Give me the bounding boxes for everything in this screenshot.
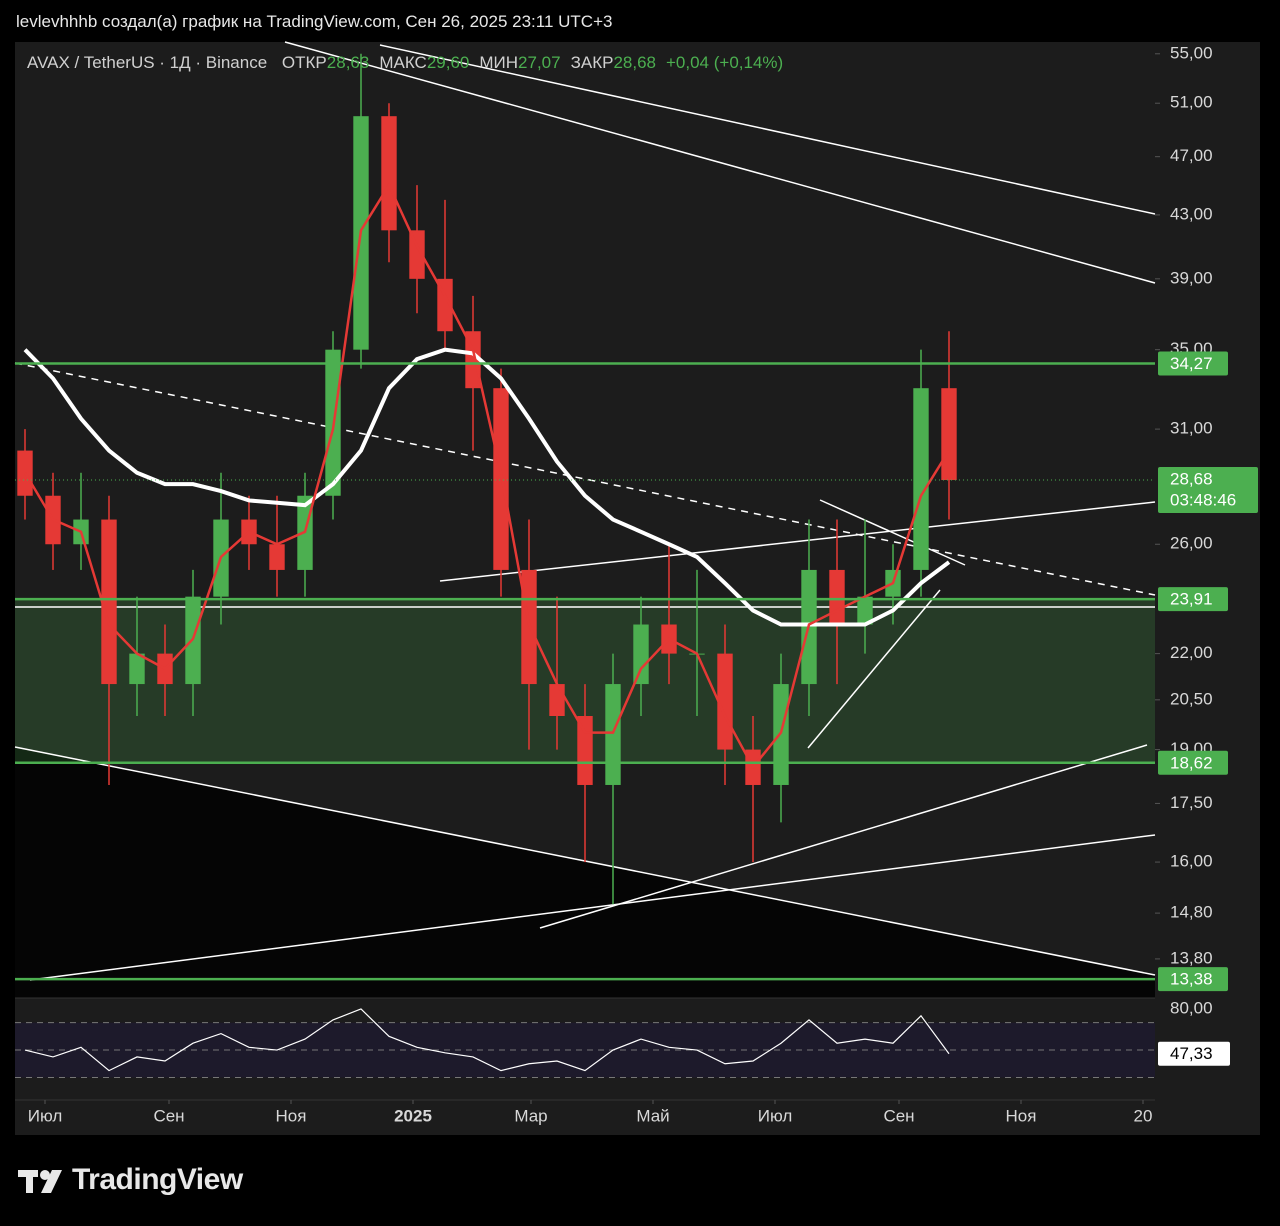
trend-line [284, 41, 1156, 284]
symbol: AVAX / TetherUS · 1Д · Binance [27, 53, 268, 72]
candle-body [829, 569, 845, 625]
price-tag [1158, 587, 1228, 612]
stat-value: 28,63 [326, 53, 370, 72]
moving-average [23, 347, 951, 627]
trend-line [29, 834, 1156, 981]
price-tag-label: 34,27 [1170, 354, 1213, 373]
x-tick-label: Ноя [1006, 1106, 1037, 1125]
candle-body [465, 331, 481, 389]
x-tick-label: Ноя [276, 1106, 307, 1125]
x-tick-label: 2025 [394, 1106, 432, 1125]
candle-body [913, 388, 929, 570]
price-tag [1158, 750, 1228, 775]
y-tick-label: 22,00 [1170, 643, 1213, 662]
candle-body [941, 388, 957, 481]
trend-line [819, 499, 966, 566]
price-tag-label: 18,62 [1170, 753, 1213, 772]
candle-body [633, 624, 649, 685]
candle-body [409, 230, 425, 279]
candle-body [269, 544, 285, 570]
candle-body [101, 519, 117, 685]
candle-body [577, 716, 593, 785]
y-tick-label: 26,00 [1170, 534, 1213, 553]
trend-line [439, 501, 1156, 582]
dark-region [15, 747, 1155, 998]
x-tick-label: Июл [28, 1106, 63, 1125]
stat-name: ЗАКР [570, 53, 614, 72]
rsi-tag [1158, 1041, 1230, 1066]
current-price-label: 28,68 [1170, 470, 1213, 489]
candle-body [605, 684, 621, 785]
price-tag-label: 23,91 [1170, 590, 1213, 609]
y-tick-label: 39,00 [1170, 268, 1213, 287]
y-tick-label: 17,50 [1170, 793, 1213, 812]
y-tick-label: 55,00 [1170, 43, 1213, 62]
candle-body [381, 116, 397, 231]
rsi-tick-label: 80,00 [1170, 998, 1213, 1017]
candle-body [857, 596, 873, 625]
stat-name: МИН [479, 53, 519, 72]
logo-shape [26, 1170, 33, 1193]
y-tick-label: 47,00 [1170, 146, 1213, 165]
trend-line [379, 44, 1156, 215]
x-tick-label: Июл [758, 1106, 793, 1125]
attribution: levlevhhhb создал(а) график на TradingVi… [16, 12, 613, 31]
change: +0,04 (+0,14%) [666, 53, 784, 72]
countdown: 03:48:46 [1170, 491, 1236, 510]
y-tick-label: 16,00 [1170, 852, 1213, 871]
logo: TradingView [72, 1163, 243, 1196]
stat-value: 28,68 [613, 53, 656, 72]
stat-name: МАКС [379, 53, 427, 72]
logo-icon [18, 1170, 62, 1193]
price-tag [1158, 967, 1228, 992]
y-tick-label: 20,50 [1170, 689, 1213, 708]
trend-line [807, 589, 941, 749]
y-tick-label: 13,80 [1170, 948, 1213, 967]
candle-body [129, 653, 145, 685]
rsi-line [24, 1008, 950, 1072]
price-tag [1158, 467, 1258, 514]
candle-body [437, 278, 453, 332]
x-tick-label: Май [636, 1106, 669, 1125]
candle-body [549, 684, 565, 717]
x-tick-label: 20 [1134, 1106, 1153, 1125]
x-tick-label: Сен [153, 1106, 184, 1125]
stat-value: 29,60 [426, 53, 470, 72]
price-tag [1158, 351, 1228, 376]
y-tick-label: 43,00 [1170, 204, 1213, 223]
moving-average [23, 182, 951, 770]
price-tag-label: 13,38 [1170, 970, 1213, 989]
stat-value: 27,07 [518, 53, 561, 72]
logo-shape [40, 1170, 50, 1180]
trend-line [539, 744, 1148, 929]
rsi-tag-label: 47,33 [1170, 1044, 1213, 1063]
y-tick-label: 31,00 [1170, 419, 1213, 438]
y-tick-label: 51,00 [1170, 93, 1213, 112]
x-tick-label: Мар [514, 1106, 547, 1125]
y-tick-label: 14,80 [1170, 903, 1213, 922]
symbol-legend: AVAX / TetherUS · 1Д · Binance ОТКР28,63… [27, 53, 783, 73]
x-tick-label: Сен [883, 1106, 914, 1125]
logo-shape [41, 1170, 62, 1193]
stat-name: ОТКР [281, 53, 327, 72]
